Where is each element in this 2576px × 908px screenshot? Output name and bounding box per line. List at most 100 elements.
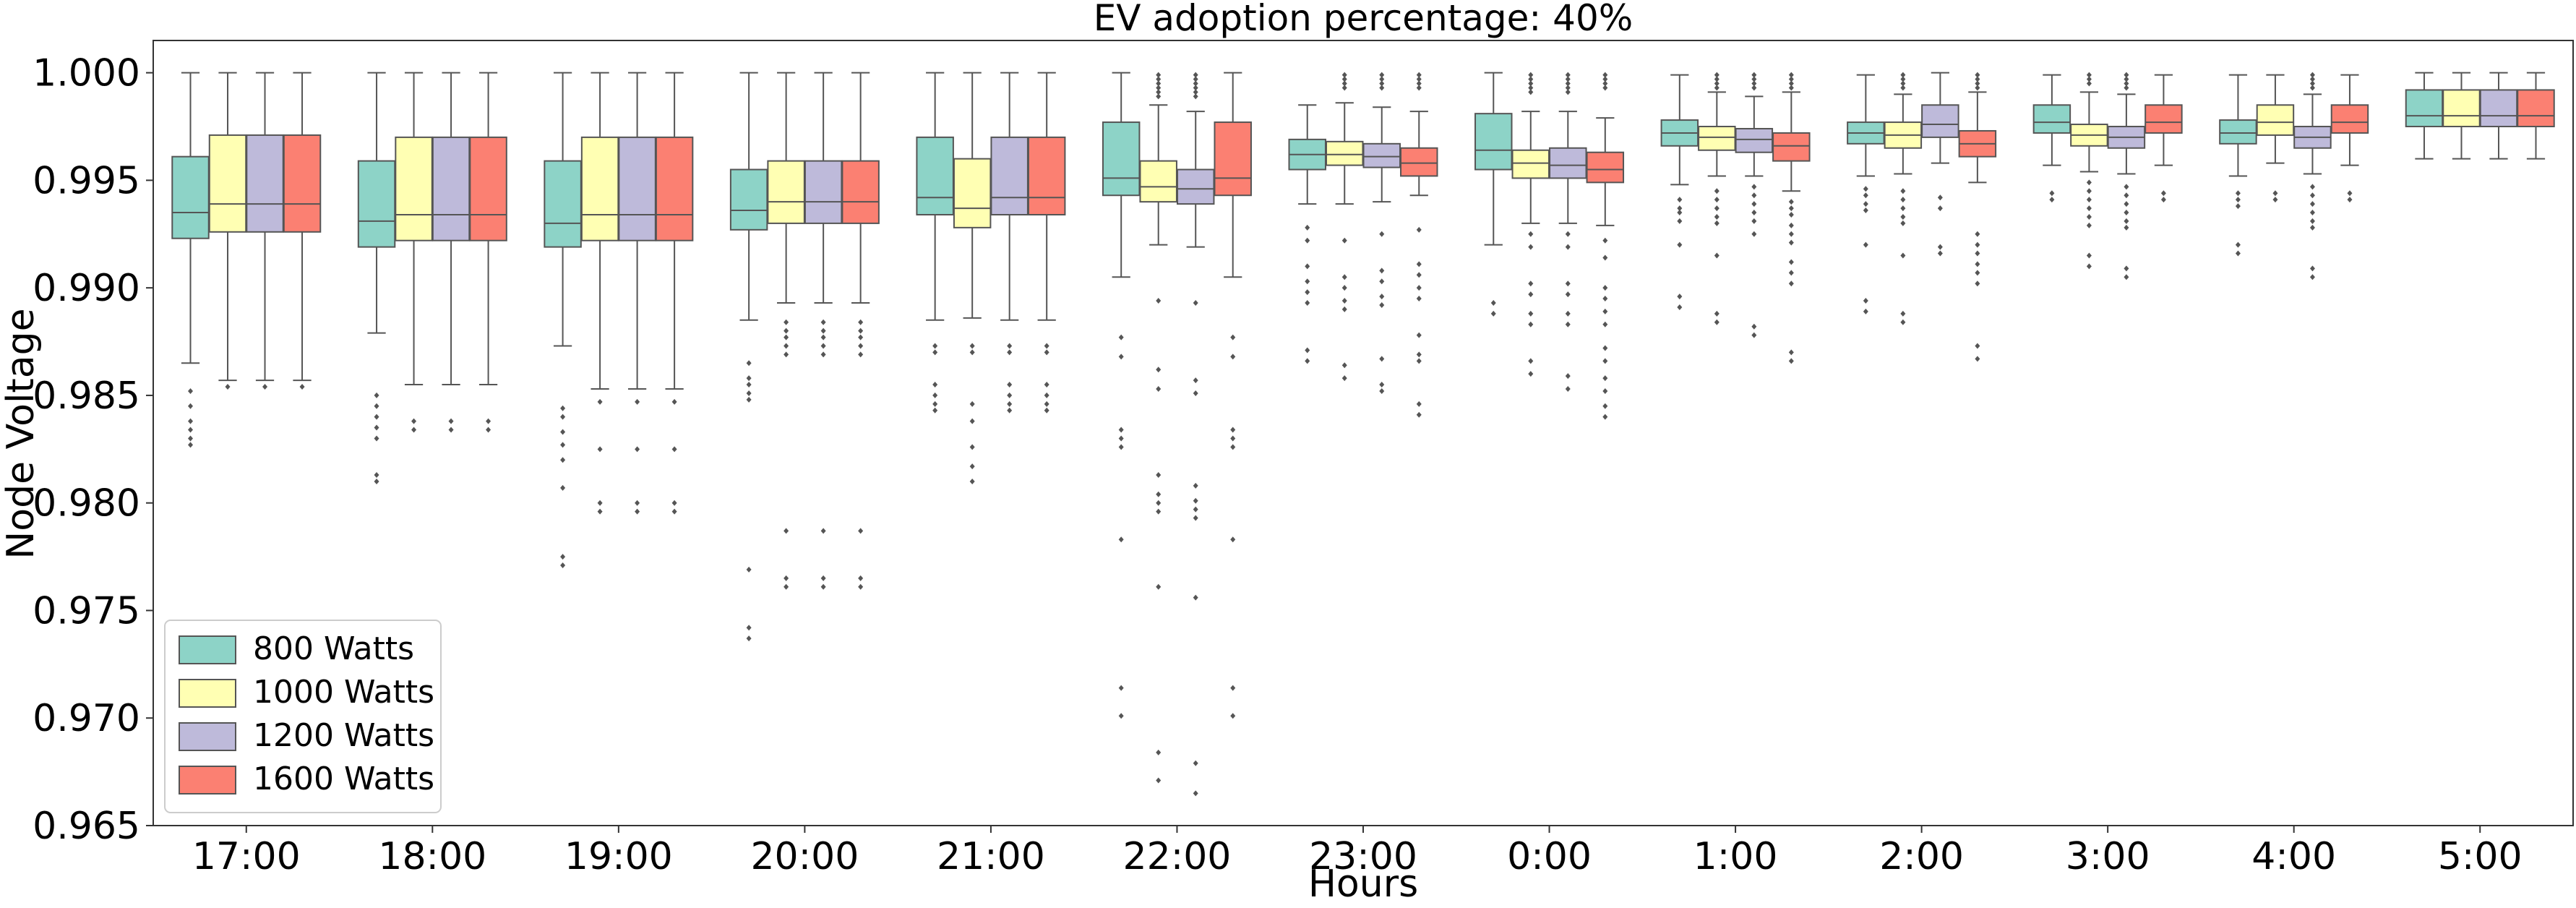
outlier-point <box>1044 401 1049 407</box>
outlier-point <box>1044 407 1049 414</box>
outlier-point <box>1714 310 1720 317</box>
outlier-point <box>1044 382 1049 388</box>
x-tick-label: 21:00 <box>937 835 1045 878</box>
box-iqr <box>1102 121 1141 197</box>
outlier-point <box>2309 210 2315 216</box>
y-axis-label: Node Voltage <box>0 308 43 559</box>
outlier-point <box>858 343 864 349</box>
outlier-point <box>820 327 826 334</box>
outlier-point <box>783 351 789 358</box>
outlier-point <box>2309 218 2315 224</box>
outlier-point <box>2235 190 2241 197</box>
outlier-point <box>2086 213 2092 220</box>
outlier-point <box>1937 205 1943 212</box>
legend-swatch <box>179 766 236 794</box>
outlier-point <box>1379 80 1385 87</box>
outlier-point <box>1602 85 1608 91</box>
outlier-point <box>1602 345 1608 351</box>
outlier-point <box>820 343 826 349</box>
legend-label: 1600 Watts <box>253 761 434 797</box>
box-iqr <box>2219 119 2257 145</box>
outlier-point <box>1305 237 1310 244</box>
outlier-point <box>1305 224 1310 231</box>
outlier-point <box>374 472 379 479</box>
x-axis: 17:00 18:00 19:00 20:00 21:00 22:00 23:00 0:00 1… <box>192 826 2523 878</box>
box-iqr <box>953 158 992 228</box>
outlier-point <box>2235 250 2241 257</box>
outlier-point <box>1677 210 1683 216</box>
outlier-point <box>1379 294 1385 300</box>
outlier-point <box>597 508 603 515</box>
outlier-point <box>188 418 194 424</box>
outlier-point <box>2235 241 2241 248</box>
box-iqr <box>618 136 656 241</box>
outlier-point <box>2309 72 2315 78</box>
outlier-point <box>858 528 864 534</box>
outlier-point <box>560 429 566 435</box>
box-group <box>2330 74 2369 203</box>
outlier-point <box>1193 497 1198 504</box>
outlier-point <box>1863 186 1868 192</box>
outlier-point <box>1788 259 1794 265</box>
outlier-point <box>858 319 864 325</box>
outlier-point <box>2124 210 2129 216</box>
outlier-point <box>1975 76 1980 82</box>
outlier-point <box>1193 72 1198 78</box>
outlier-point <box>1118 334 1124 340</box>
outlier-point <box>1416 358 1422 364</box>
outlier-point <box>1565 291 1571 298</box>
box-group <box>1102 72 1141 719</box>
x-tick-label: 0:00 <box>1507 835 1592 878</box>
outlier-point <box>1788 85 1794 91</box>
box-iqr <box>2032 104 2071 134</box>
box-iqr <box>655 136 694 241</box>
outlier-point <box>1528 371 1534 377</box>
legend-label: 1000 Watts <box>253 674 434 711</box>
outlier-point <box>1416 285 1422 291</box>
outlier-point <box>560 562 566 568</box>
outlier-point <box>1193 80 1198 87</box>
outlier-point <box>1379 231 1385 237</box>
outlier-point <box>2272 190 2278 197</box>
y-tick-label: 0.995 <box>33 159 140 202</box>
outlier-point <box>1341 298 1347 304</box>
outlier-point <box>1341 85 1347 91</box>
outlier-point <box>2347 190 2353 197</box>
box-group <box>580 72 619 515</box>
outlier-point <box>932 349 938 356</box>
outlier-point <box>1156 508 1162 515</box>
outlier-point <box>2124 201 2129 207</box>
outlier-point <box>783 575 789 581</box>
outlier-point <box>2086 222 2092 228</box>
outlier-point <box>1900 213 1906 220</box>
outlier-point <box>1937 250 1943 257</box>
outlier-point <box>1788 231 1794 237</box>
outlier-point <box>1863 241 1868 248</box>
outlier-point <box>188 403 194 409</box>
outlier-point <box>746 625 752 631</box>
outlier-point <box>411 427 417 433</box>
outlier-point <box>1975 280 1980 287</box>
outlier-point <box>2309 85 2315 91</box>
outlier-point <box>1788 212 1794 218</box>
box-group <box>1847 74 1885 314</box>
outlier-point <box>1900 72 1906 78</box>
outlier-point <box>299 384 305 390</box>
outlier-point <box>820 583 826 590</box>
box-iqr <box>208 134 247 233</box>
outlier-point <box>820 528 826 534</box>
outlier-point <box>1416 72 1422 78</box>
outlier-point <box>2124 184 2129 190</box>
y-tick-label: 0.970 <box>33 697 140 740</box>
outlier-point <box>1714 213 1720 220</box>
outlier-point <box>448 418 454 424</box>
box-group <box>655 72 694 515</box>
outlier-point <box>2049 197 2055 203</box>
outlier-point <box>560 414 566 420</box>
x-tick-label: 3:00 <box>2066 835 2150 878</box>
y-tick-label: 0.965 <box>33 805 140 848</box>
box-iqr <box>1698 126 1736 151</box>
outlier-point <box>1975 80 1980 87</box>
